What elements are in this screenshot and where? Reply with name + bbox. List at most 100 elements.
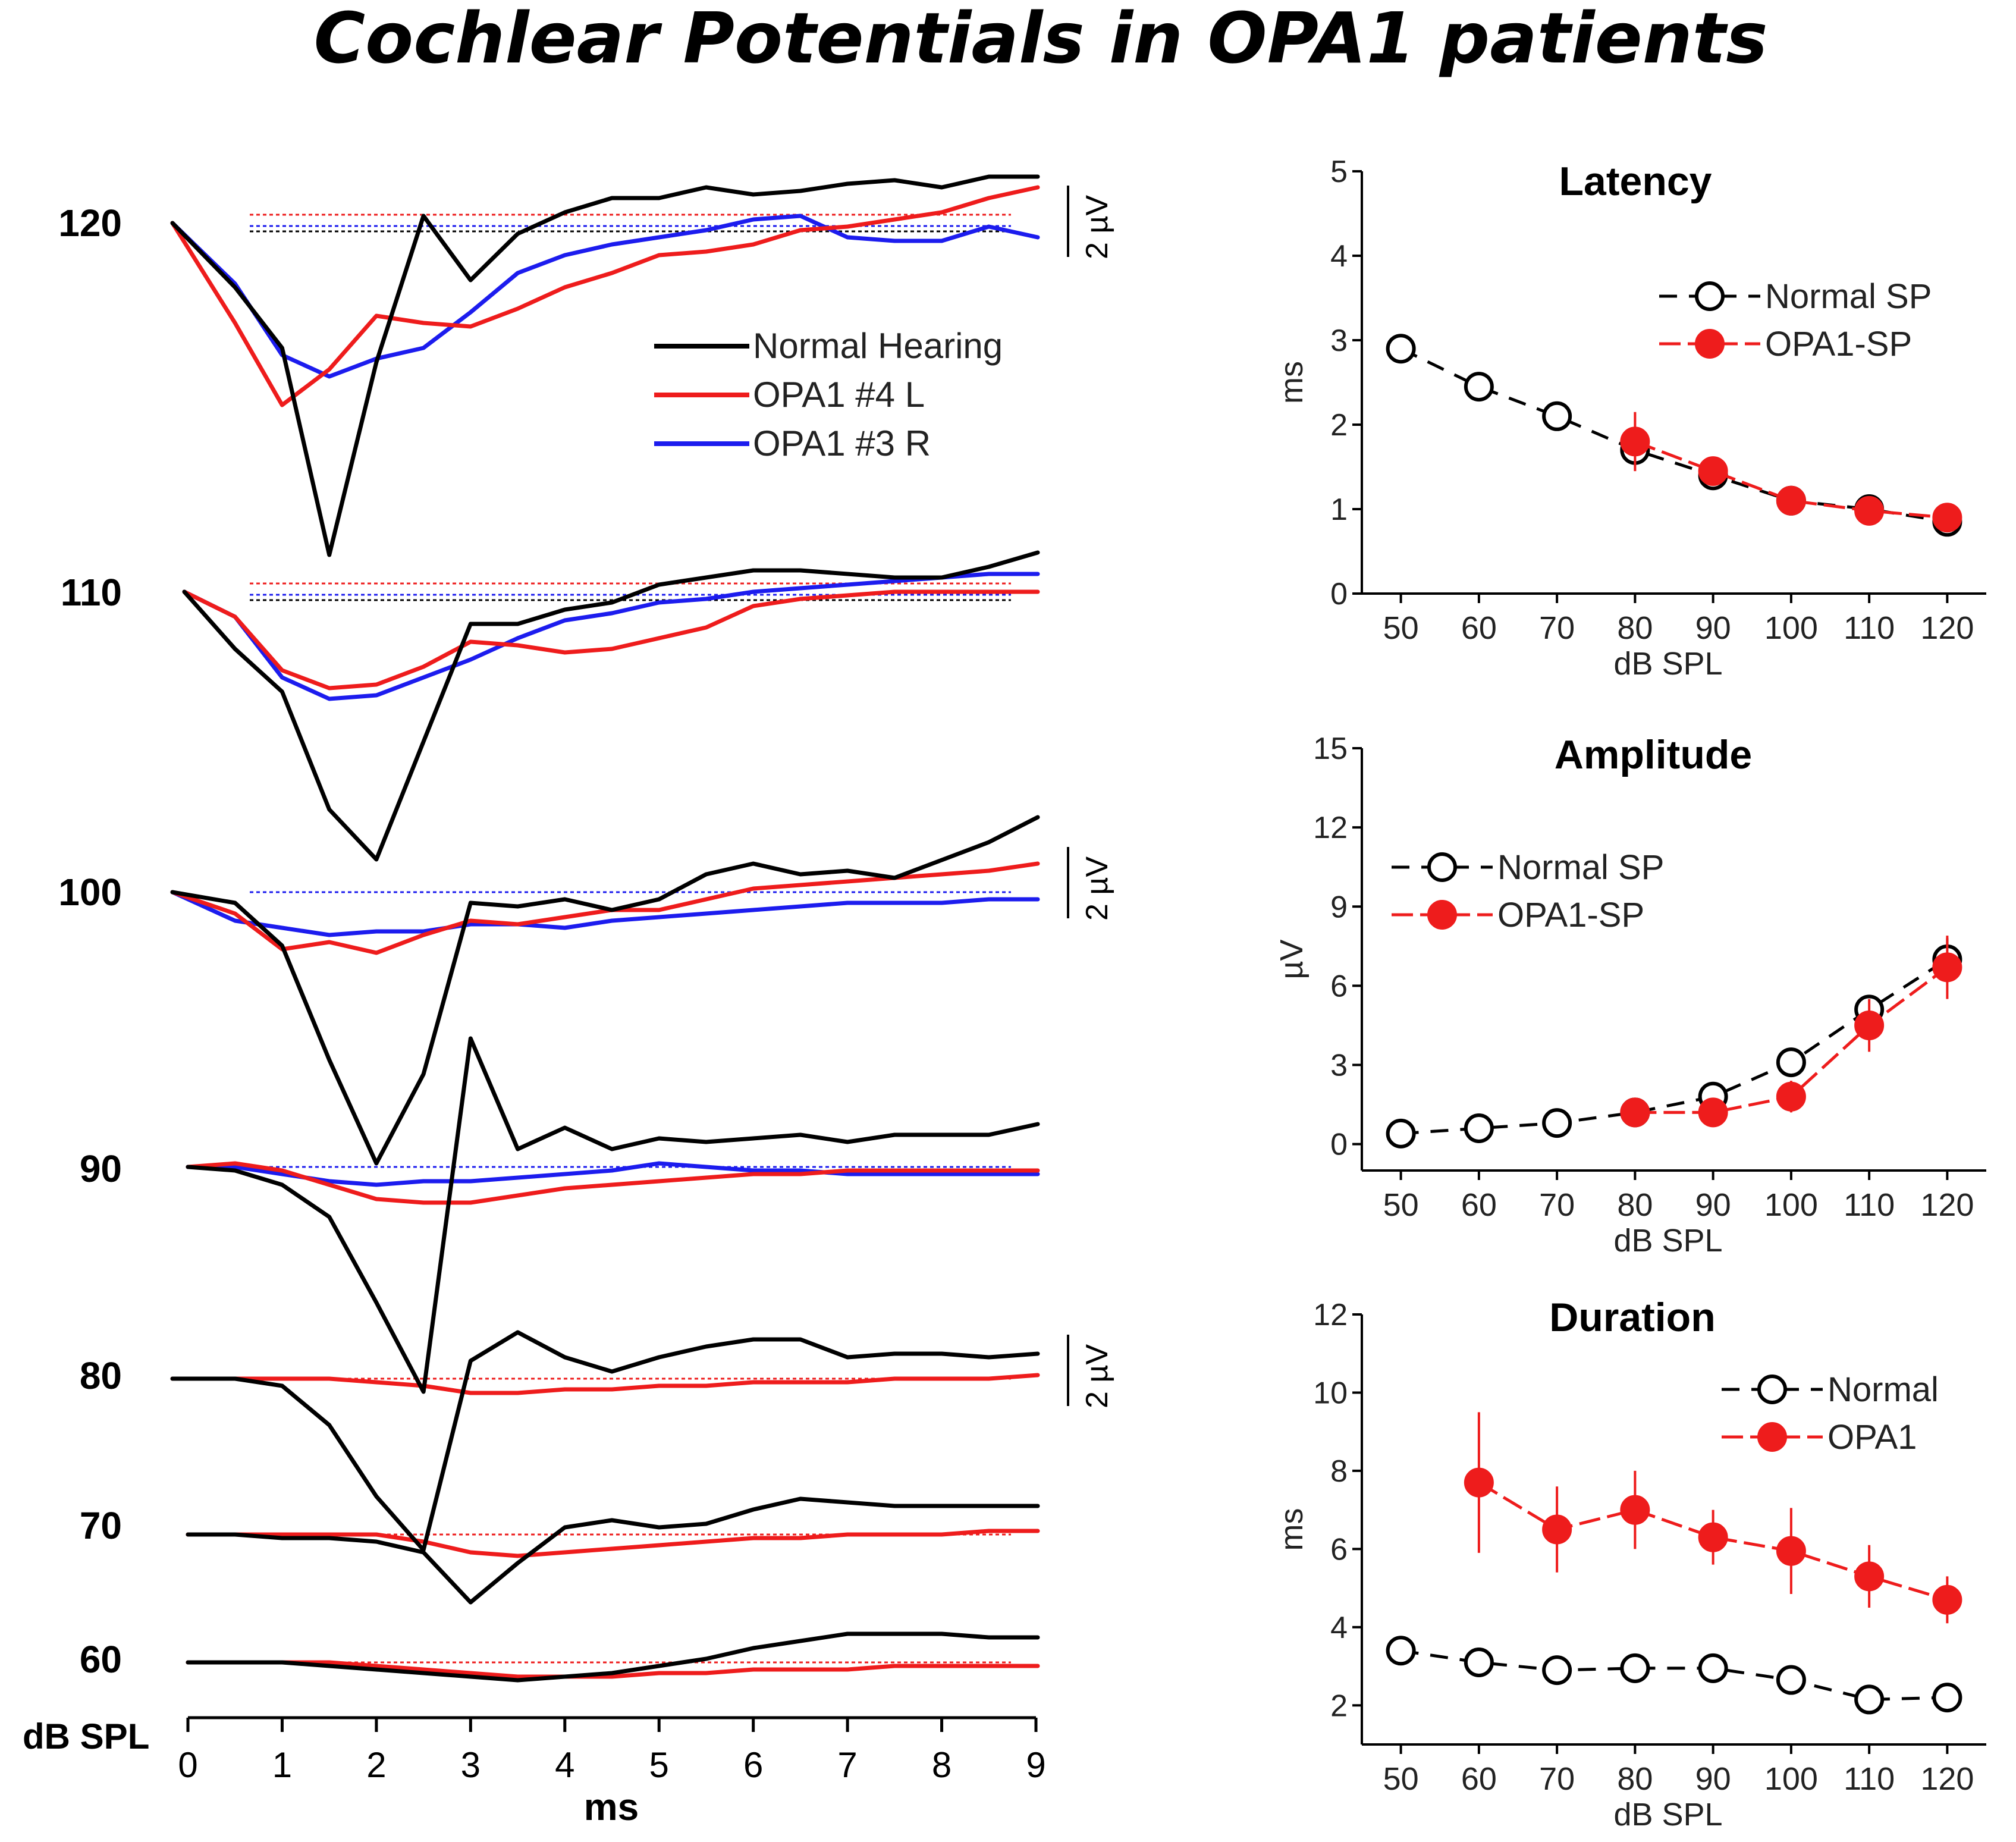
amplitude-ytick-label-6: 6	[1330, 969, 1348, 1003]
amplitude-xtick-label-60: 60	[1461, 1187, 1497, 1223]
latency-legend-marker-normal-sp	[1695, 281, 1725, 311]
latency-ytick-label-0: 0	[1330, 577, 1348, 611]
latency-point-opa1-sp-90	[1698, 456, 1728, 487]
trace-normal-hearing-120	[170, 174, 1040, 557]
amplitude-legend-marker-opa1-sp	[1427, 900, 1457, 930]
latency-chart: Latency 0 1 2 3 4 5 50 60 70 80 90 100 110 120 dB SPL ms…	[1274, 155, 1986, 682]
amplitude-legend-label-normal-sp: Normal SP	[1497, 848, 1664, 887]
latency-ylabel: ms	[1274, 361, 1310, 404]
amplitude-legend-marker-normal-sp	[1427, 852, 1457, 882]
scale-bar-80-label: 2 µV	[1080, 1344, 1114, 1408]
duration-xtick-label-80: 80	[1617, 1761, 1653, 1797]
latency-line-opa1-sp	[1634, 440, 1948, 519]
amplitude-xtick-label-50: 50	[1383, 1187, 1419, 1223]
latency-title: Latency	[1559, 159, 1712, 204]
latency-xtick-label-90: 90	[1695, 610, 1731, 646]
latency-point-normal-sp-50	[1386, 334, 1416, 364]
amplitude-xtick-label-100: 100	[1764, 1187, 1818, 1223]
duration-ytick-label-2: 2	[1330, 1689, 1348, 1723]
duration-chart: Duration 2 4 6 8 10 12 50 60 70 80 90 100 110 120 dB SP…	[1274, 1295, 1986, 1832]
trace-opa1-4-l-80	[170, 1373, 1040, 1395]
trace-opa1-4-l-120	[170, 185, 1040, 407]
latency-xlabel: dB SPL	[1613, 646, 1722, 682]
trace-normal-hearing-80	[170, 1330, 1040, 1552]
amplitude-point-normal-sp-70	[1542, 1108, 1572, 1138]
trace-opa1-4-l-110	[182, 589, 1040, 691]
legend-label-opa1-4-l: OPA1 #4 L	[753, 375, 925, 415]
latency-legend-label-opa1-sp: OPA1-SP	[1765, 325, 1912, 363]
amplitude-point-normal-sp-60	[1464, 1113, 1494, 1143]
latency-xtick-label-50: 50	[1383, 610, 1419, 646]
amplitude-ytick-label-15: 15	[1313, 732, 1348, 766]
duration-point-normal-70	[1542, 1655, 1572, 1686]
trace-opa1-4-l-70	[186, 1529, 1040, 1558]
trace-normal-hearing-60	[186, 1631, 1040, 1683]
duration-ytick-label-12: 12	[1313, 1298, 1348, 1332]
trace-normal-hearing-70	[186, 1496, 1040, 1605]
duration-point-normal-60	[1464, 1647, 1494, 1677]
latency-ytick-label-1: 1	[1330, 492, 1348, 527]
time-tick-label-6: 6	[743, 1745, 763, 1785]
duration-xtick-label-110: 110	[1844, 1761, 1895, 1797]
duration-legend-marker-normal	[1757, 1375, 1787, 1404]
duration-ytick-label-8: 8	[1330, 1454, 1348, 1489]
waveform-traces	[170, 174, 1040, 1683]
amplitude-xtick-label-120: 120	[1920, 1187, 1974, 1223]
amplitude-xtick-label-110: 110	[1844, 1187, 1895, 1223]
latency-legend-marker-opa1-sp	[1695, 329, 1725, 359]
amplitude-point-opa1-sp-110	[1854, 1010, 1885, 1040]
latency-point-normal-sp-60	[1464, 372, 1494, 402]
duration-point-normal-100	[1776, 1665, 1806, 1695]
duration-xlabel: dB SPL	[1613, 1797, 1722, 1832]
latency-point-opa1-sp-110	[1854, 495, 1885, 526]
amplitude-point-opa1-sp-100	[1776, 1081, 1806, 1112]
time-tick-label-3: 3	[461, 1745, 481, 1785]
amplitude-legend-label-opa1-sp: OPA1-SP	[1497, 896, 1644, 934]
amplitude-point-normal-sp-50	[1386, 1118, 1416, 1148]
level-labels: 120 110 100 90 80 70 60	[58, 202, 122, 1681]
duration-ytick-label-6: 6	[1330, 1532, 1348, 1567]
amplitude-point-normal-sp-100	[1776, 1047, 1806, 1078]
legend-label-opa1-3-r: OPA1 #3 R	[753, 423, 931, 463]
amplitude-chart: Amplitude 0 3 6 9 12 15 50 60 70 80 90 100 110 120 dB S…	[1274, 732, 1986, 1259]
amplitude-ytick-label-3: 3	[1330, 1049, 1348, 1083]
level-label-60: 60	[80, 1638, 122, 1681]
duration-xtick-label-50: 50	[1383, 1761, 1419, 1797]
level-axis-label: dB SPL	[23, 1717, 149, 1756]
duration-legend-label-opa1: OPA1	[1827, 1418, 1917, 1457]
waveform-legend: Normal Hearing OPA1 #4 L OPA1 #3 R	[654, 326, 1003, 463]
duration-xtick-label-60: 60	[1461, 1761, 1497, 1797]
amplitude-line-normal-sp	[1400, 958, 1948, 1135]
figure-title: Cochlear Potentials in OPA1 patients	[314, 0, 1768, 79]
amplitude-xtick-label-90: 90	[1695, 1187, 1731, 1223]
amplitude-point-opa1-sp-120	[1932, 952, 1962, 983]
latency-xtick-label-110: 110	[1844, 610, 1895, 646]
latency-ytick-label-5: 5	[1330, 155, 1348, 189]
scale-bar-100-label: 2 µV	[1080, 856, 1114, 921]
amplitude-point-opa1-sp-80	[1620, 1097, 1650, 1128]
time-axis-ticks: 0 1 2 3 4 5 6 7 8 9	[178, 1718, 1046, 1785]
latency-xtick-label-60: 60	[1461, 610, 1497, 646]
time-tick-label-4: 4	[555, 1745, 574, 1785]
scale-bars: 2 µV 2 µV 2 µV	[1067, 186, 1114, 1408]
level-label-90: 90	[80, 1147, 122, 1190]
level-label-70: 70	[80, 1504, 122, 1547]
level-label-80: 80	[80, 1354, 122, 1397]
duration-legend-label-normal: Normal	[1827, 1370, 1939, 1409]
latency-xtick-label-70: 70	[1539, 610, 1575, 646]
duration-xtick-label-120: 120	[1920, 1761, 1974, 1797]
latency-xtick-label-120: 120	[1920, 610, 1974, 646]
duration-point-opa1-100	[1776, 1536, 1806, 1566]
waveform-panel: 120 110 100 90 80 70 60 dB SPL 0 1 2 3 4 5 6 7 8 9 ms 2…	[23, 174, 1114, 1828]
duration-point-normal-90	[1698, 1653, 1728, 1683]
trace-opa1-4-l-90	[186, 1161, 1040, 1205]
trace-opa1-4-l-60	[186, 1660, 1040, 1679]
latency-legend-label-normal-sp: Normal SP	[1765, 277, 1932, 316]
level-label-100: 100	[58, 871, 122, 914]
latency-ytick-label-2: 2	[1330, 408, 1348, 443]
trace-normal-hearing-100	[170, 815, 1040, 1166]
amplitude-point-opa1-sp-90	[1698, 1097, 1728, 1128]
time-tick-label-8: 8	[932, 1745, 952, 1785]
latency-xtick-label-100: 100	[1764, 610, 1818, 646]
